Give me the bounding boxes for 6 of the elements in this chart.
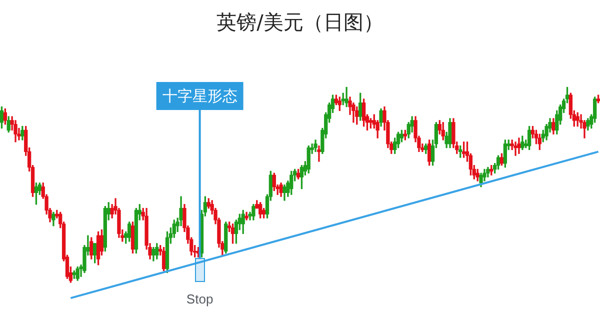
candlestick — [344, 86, 348, 108]
candlestick — [514, 142, 518, 156]
chart-title: 英镑/美元（日图） — [216, 10, 384, 34]
text: Stop — [186, 292, 214, 307]
candlestick — [317, 145, 321, 162]
annotation: 十字星形态 — [162, 86, 238, 105]
